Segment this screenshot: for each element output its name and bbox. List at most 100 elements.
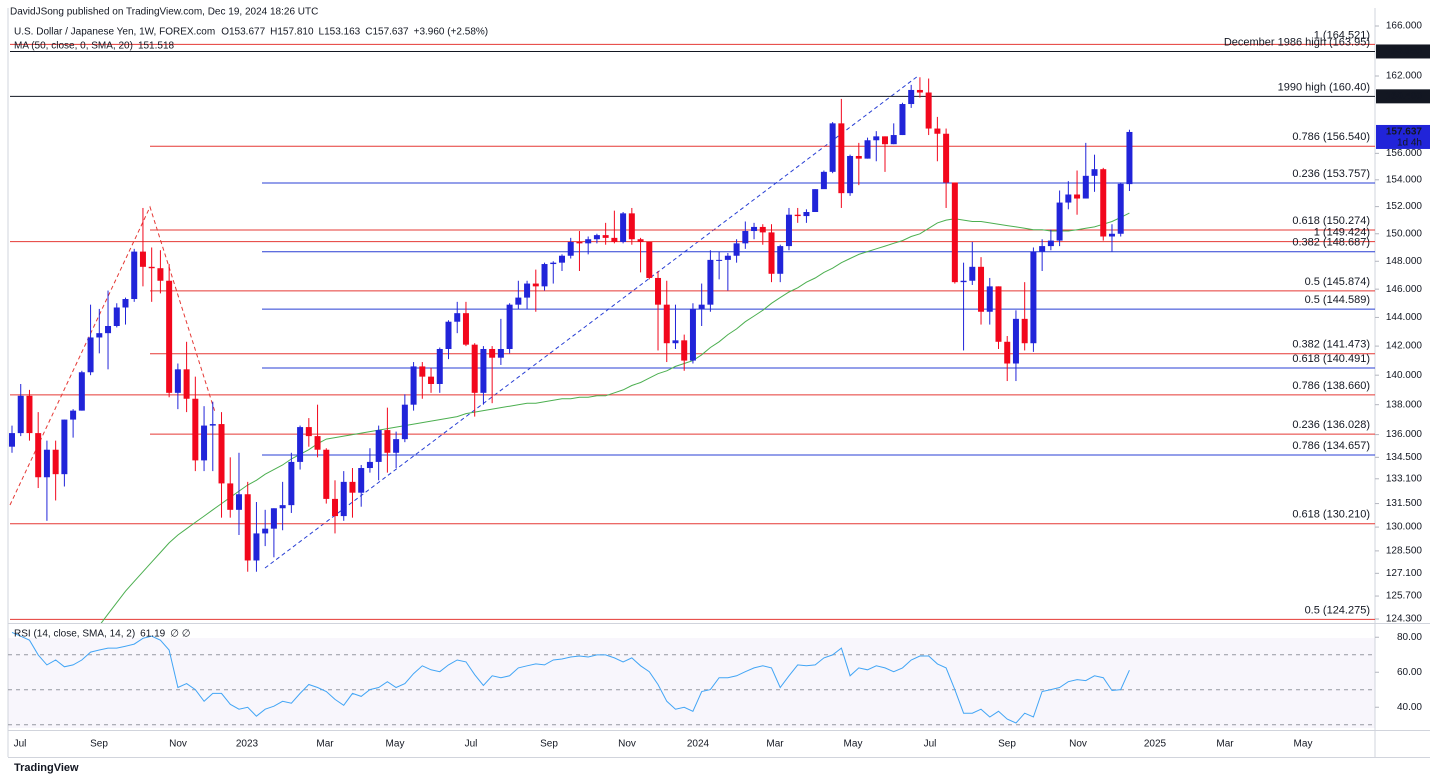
price-box-label: 163.950 bbox=[1386, 46, 1423, 57]
candle-body bbox=[131, 251, 138, 300]
candle-body bbox=[375, 430, 382, 462]
candle-body bbox=[899, 104, 906, 136]
candle-body bbox=[235, 494, 242, 510]
candle-body bbox=[777, 246, 784, 274]
candle-body bbox=[262, 528, 269, 534]
candle-body bbox=[864, 140, 871, 159]
y-tick-label: 136.000 bbox=[1386, 429, 1423, 440]
candle-body bbox=[576, 241, 583, 244]
level-label: 1990 high (160.40) bbox=[1278, 81, 1370, 93]
candle-body bbox=[995, 286, 1002, 342]
candle-body bbox=[1091, 169, 1098, 176]
x-tick-label: Mar bbox=[1216, 739, 1234, 750]
candle-body bbox=[1021, 318, 1028, 344]
candle-body bbox=[943, 133, 950, 183]
rsi-value: 61.19 bbox=[140, 629, 165, 640]
candle-body bbox=[585, 239, 592, 244]
x-tick-label: Mar bbox=[316, 739, 334, 750]
candle-body bbox=[139, 251, 146, 267]
candle-body bbox=[532, 283, 539, 287]
rsi-extra: ∅ ∅ bbox=[170, 629, 190, 640]
candle-body bbox=[183, 369, 190, 399]
candle-body bbox=[436, 348, 443, 384]
y-tick-label: 127.100 bbox=[1386, 568, 1423, 579]
candle-body bbox=[506, 304, 513, 349]
candle-body bbox=[1012, 318, 1019, 364]
candle-body bbox=[297, 427, 304, 462]
candle-body bbox=[620, 213, 627, 242]
chart-title: U.S. Dollar / Japanese Yen, 1W, FOREX.co… bbox=[14, 27, 215, 38]
candle-body bbox=[567, 241, 574, 256]
candle-body bbox=[358, 468, 365, 493]
y-tick-label: 125.700 bbox=[1386, 591, 1423, 602]
candle-body bbox=[35, 433, 42, 478]
candle-body bbox=[707, 259, 714, 305]
candle-body bbox=[960, 280, 967, 283]
candle-body bbox=[1117, 183, 1124, 234]
fib-trend-line bbox=[264, 75, 919, 569]
candle-body bbox=[157, 268, 164, 281]
candle-body bbox=[445, 321, 452, 349]
x-tick-label: May bbox=[386, 739, 405, 750]
candle-body bbox=[672, 340, 679, 344]
candle-body bbox=[489, 348, 496, 358]
y-tick-label: 154.000 bbox=[1386, 174, 1423, 185]
y-tick-label: 144.000 bbox=[1386, 312, 1423, 323]
y-tick-label: 128.500 bbox=[1386, 546, 1423, 557]
x-tick-label: Mar bbox=[766, 739, 784, 750]
x-tick-label: Sep bbox=[540, 739, 558, 750]
y-tick-label: 140.000 bbox=[1386, 370, 1423, 381]
y-tick-label: 138.000 bbox=[1386, 399, 1423, 410]
candle-body bbox=[847, 155, 854, 194]
candle-body bbox=[428, 376, 435, 384]
rsi-title: RSI (14, close, SMA, 14, 2) bbox=[14, 629, 135, 640]
ohlc-value: O153.677 bbox=[221, 27, 265, 38]
candle-body bbox=[70, 410, 77, 420]
y-tick-label: 156.000 bbox=[1386, 148, 1423, 159]
candle-body bbox=[803, 212, 810, 217]
candle-body bbox=[1047, 240, 1054, 247]
candle-body bbox=[166, 280, 173, 393]
candle-body bbox=[1126, 131, 1133, 185]
candle-body bbox=[593, 235, 600, 240]
candle-body bbox=[663, 304, 670, 344]
y-tick-label: 146.000 bbox=[1386, 284, 1423, 295]
candle-body bbox=[305, 427, 312, 437]
y-tick-label: 134.500 bbox=[1386, 452, 1423, 463]
price-box-label: 160.400 bbox=[1386, 91, 1423, 102]
y-tick-label: 40.00 bbox=[1397, 702, 1422, 713]
level-label: 0.236 (136.028) bbox=[1292, 419, 1370, 431]
candle-body bbox=[87, 337, 94, 373]
level-label: 0.618 (140.491) bbox=[1292, 353, 1370, 365]
candle-body bbox=[916, 89, 923, 93]
candle-body bbox=[978, 266, 985, 312]
candle-body bbox=[925, 92, 932, 129]
candle-body bbox=[244, 494, 251, 561]
x-tick-label: Jul bbox=[14, 739, 27, 750]
candle-body bbox=[419, 366, 426, 377]
candle-body bbox=[611, 237, 618, 242]
x-tick-label: Jul bbox=[465, 739, 478, 750]
candle-body bbox=[497, 348, 504, 358]
legend-value: 151.518 bbox=[138, 41, 175, 52]
candle-body bbox=[681, 340, 688, 361]
candle-body bbox=[253, 533, 260, 561]
candle-body bbox=[1056, 202, 1063, 241]
candle-body bbox=[716, 259, 723, 261]
candle-body bbox=[759, 226, 766, 233]
candle-body bbox=[43, 449, 50, 478]
level-label: 0.786 (134.657) bbox=[1292, 440, 1370, 452]
candle-body bbox=[768, 232, 775, 274]
candle-body bbox=[724, 255, 731, 260]
rsi-background bbox=[8, 638, 1375, 728]
x-tick-label: May bbox=[844, 739, 863, 750]
level-label: 0.5 (144.589) bbox=[1305, 294, 1370, 306]
candle-body bbox=[96, 333, 103, 338]
candle-body bbox=[366, 461, 373, 469]
candle-body bbox=[349, 481, 356, 493]
y-tick-label: 148.000 bbox=[1386, 256, 1423, 267]
candle-body bbox=[201, 425, 208, 461]
legend-label: MA (50, close, 0, SMA, 20) bbox=[14, 41, 133, 52]
